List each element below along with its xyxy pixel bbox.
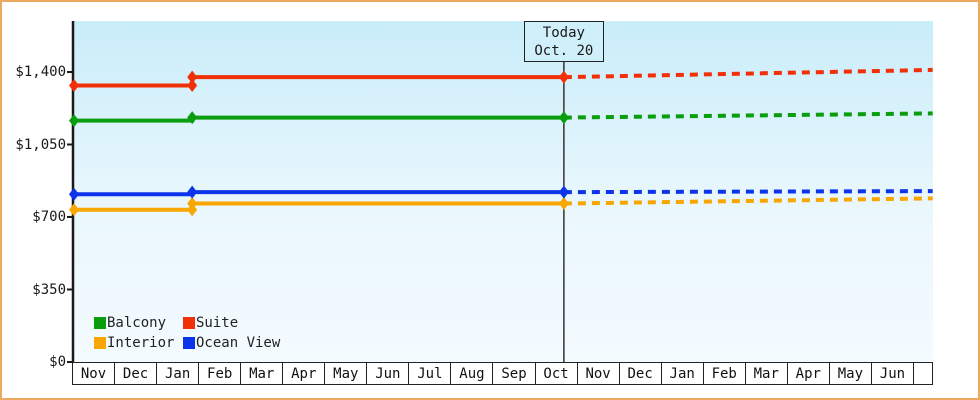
y-axis-tick-label: $700 [32,209,66,225]
y-axis-tick-label: $350 [32,281,66,298]
series-marker-ocean-view [558,185,569,199]
ocean-view-swatch-icon [183,336,195,349]
series-line-balcony [74,115,564,123]
month-cell: Jun [367,363,410,384]
y-axis-tick-label: $1,400 [15,64,66,80]
series-line-interior [74,201,564,212]
balcony-swatch-icon [94,316,106,329]
series-projection-interior [563,196,933,206]
month-cell: Feb [704,363,746,384]
month-cell: Feb [199,363,242,384]
legend-item-suite: Suite [183,313,280,332]
month-cell: Mar [241,363,284,384]
month-cell: Jun [872,363,914,384]
series-marker-interior [187,197,198,211]
series-marker-suite [187,70,198,84]
month-cell: Apr [283,363,326,384]
series-marker-ocean-view [69,187,79,201]
legend-label: Ocean View [196,334,281,351]
series-marker-ocean-view [187,185,198,199]
month-cell: Sep [493,363,536,384]
series-marker-interior [69,203,79,217]
series-line-ocean-view [74,190,564,197]
month-cell: May [325,363,368,384]
series-projection-ocean-view [563,189,933,195]
month-cell: Mar [746,363,788,384]
interior-swatch-icon [94,336,106,349]
month-cell: Dec [115,363,158,384]
y-axis-tick-label: $0 [49,354,66,370]
month-cell: Nov [578,363,620,384]
series-marker-suite [69,78,79,92]
y-axis-tick-label: $1,050 [15,136,66,153]
chart-legend: Balcony Suite Interior Ocean View [94,313,280,352]
series-marker-suite [187,78,198,92]
legend-label: Balcony [107,314,167,331]
month-cell: Dec [620,363,662,384]
legend-label: Interior [107,334,175,351]
series-projection-suite [563,67,933,80]
legend-label: Suite [196,314,239,331]
month-cell: Jul [409,363,452,384]
series-line-suite [74,75,564,88]
month-cell: Oct [536,363,578,384]
legend-item-ocean-view: Ocean View [183,333,280,352]
series-marker-suite [558,70,569,84]
today-annotation-box: Today Oct. 20 [523,21,604,62]
today-label: Today [542,25,585,41]
suite-swatch-icon [183,316,195,329]
legend-item-interior: Interior [94,333,183,352]
series-marker-balcony [69,114,79,128]
x-axis-month-row: Nov Dec Jan Feb Mar Apr May Jun Jul Aug Sep Oct Nov D… [72,362,933,385]
month-cell: Aug [451,363,494,384]
month-cell: Apr [788,363,830,384]
month-cell: Nov [73,363,116,384]
month-cell: Jan [662,363,704,384]
today-date: Oct. 20 [534,43,594,59]
series-marker-balcony [187,111,198,125]
series-projection-balcony [563,111,933,120]
series-marker-balcony [558,111,569,125]
series-marker-interior [558,197,569,211]
legend-item-balcony: Balcony [94,313,183,332]
month-cell: Jan [157,363,200,384]
month-cell: May [830,363,872,384]
month-cell-partial [914,363,932,384]
